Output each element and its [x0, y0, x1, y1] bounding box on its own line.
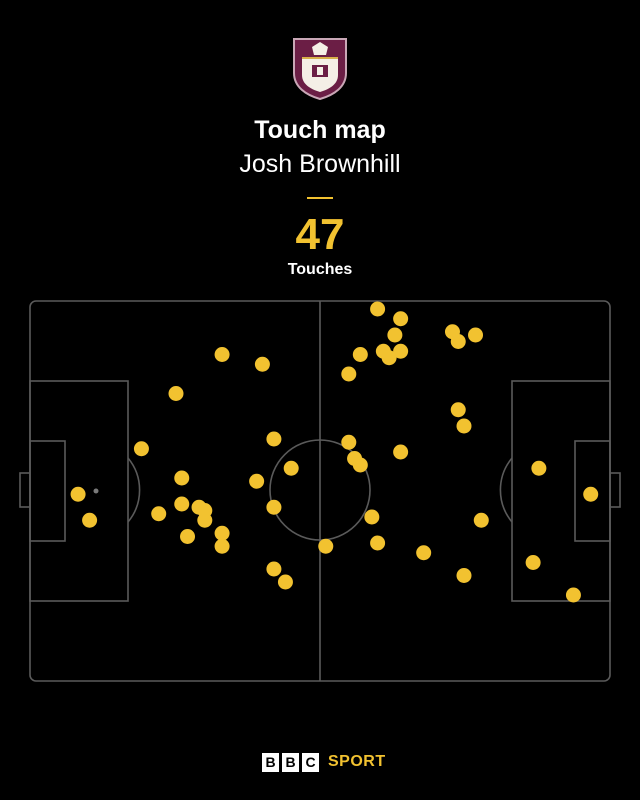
- touch-point: [214, 525, 230, 541]
- touch-point: [450, 402, 466, 418]
- touch-point: [82, 512, 98, 528]
- touch-point: [473, 512, 489, 528]
- touch-point: [583, 486, 599, 502]
- touch-point: [525, 555, 541, 570]
- touch-point: [381, 350, 397, 366]
- touch-count-label: Touches: [287, 261, 353, 278]
- player-name: Josh Brownhill: [239, 150, 401, 178]
- touch-point: [180, 529, 196, 544]
- touch-count: 47: [295, 210, 345, 259]
- touch-point: [318, 538, 334, 554]
- touch-point: [370, 535, 386, 551]
- right-penalty-arc: [499, 457, 513, 523]
- bbc-letter: B: [282, 752, 299, 772]
- touch-point: [341, 366, 357, 382]
- left-six-yard-box: [29, 440, 66, 542]
- left-penalty-spot: [93, 488, 99, 494]
- club-crest-logo: [293, 38, 347, 101]
- centre-circle: [269, 439, 371, 541]
- touch-point: [531, 460, 547, 476]
- bbc-sport-logo: B B C SPORT: [262, 752, 386, 772]
- left-penalty-arc: [127, 457, 141, 523]
- touch-point: [393, 444, 409, 460]
- title-divider: [307, 197, 333, 199]
- touch-point: [468, 327, 484, 343]
- sport-label: SPORT: [328, 753, 386, 770]
- touch-point: [214, 538, 230, 554]
- right-goal: [609, 472, 621, 508]
- touch-point: [393, 311, 409, 327]
- touch-point: [370, 301, 386, 317]
- left-goal: [19, 472, 31, 508]
- touch-point: [266, 561, 282, 577]
- touch-point: [277, 574, 293, 590]
- touch-point: [283, 460, 299, 476]
- touch-point: [254, 356, 270, 372]
- touch-points: [70, 301, 599, 603]
- bbc-letter: C: [302, 752, 319, 772]
- touch-point: [352, 457, 368, 473]
- touch-point: [341, 434, 357, 450]
- touch-point: [450, 334, 466, 349]
- touch-point: [456, 568, 472, 583]
- touch-point: [70, 486, 86, 502]
- touch-point: [266, 431, 282, 447]
- touch-point: [174, 496, 190, 512]
- bbc-letter: B: [262, 752, 279, 772]
- touch-point: [266, 499, 282, 515]
- touch-point: [364, 509, 380, 525]
- touch-point: [393, 343, 409, 359]
- pitch-markings: [19, 300, 621, 682]
- touch-point: [565, 587, 581, 603]
- touch-point: [197, 512, 213, 528]
- touch-point: [133, 441, 149, 457]
- touch-point: [214, 347, 230, 362]
- touch-point: [174, 470, 190, 486]
- chart-title: Touch map: [254, 116, 386, 144]
- touch-point: [456, 418, 472, 434]
- touch-point: [151, 506, 167, 522]
- touch-point: [416, 545, 432, 561]
- touch-point: [387, 327, 403, 343]
- touch-point: [249, 473, 265, 489]
- touch-point: [352, 347, 368, 362]
- touch-point: [168, 386, 184, 401]
